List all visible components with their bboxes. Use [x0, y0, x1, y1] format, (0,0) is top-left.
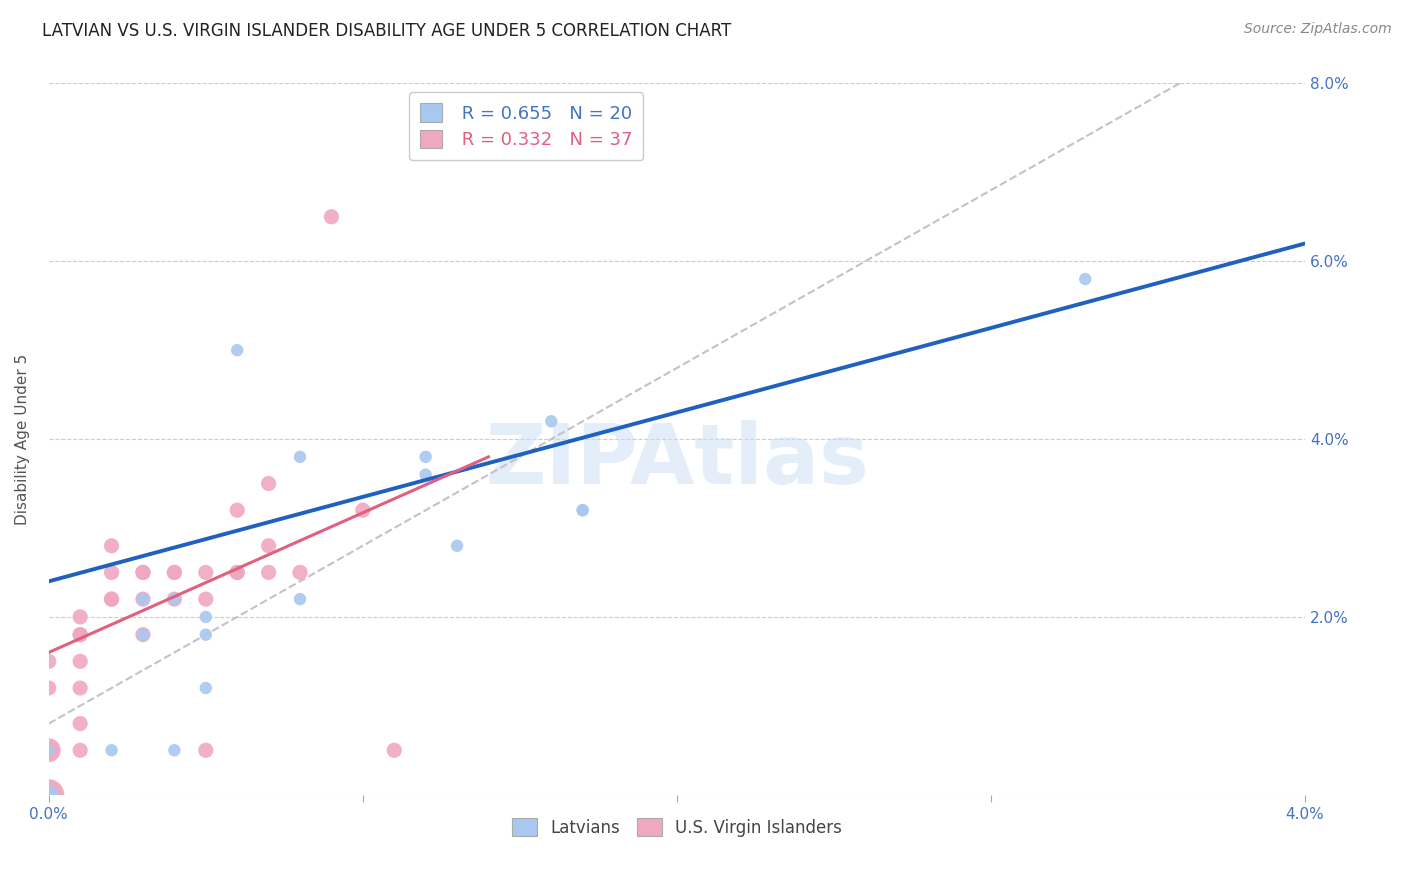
Point: [226, 566, 249, 580]
Point: [69, 743, 91, 757]
Point: [38, 788, 60, 802]
Point: [132, 566, 155, 580]
Point: [257, 476, 280, 491]
Point: [226, 343, 249, 358]
Point: [69, 628, 91, 642]
Point: [100, 566, 122, 580]
Point: [321, 210, 343, 224]
Point: [194, 628, 217, 642]
Text: LATVIAN VS U.S. VIRGIN ISLANDER DISABILITY AGE UNDER 5 CORRELATION CHART: LATVIAN VS U.S. VIRGIN ISLANDER DISABILI…: [42, 22, 731, 40]
Point: [194, 592, 217, 607]
Text: ZIPAtlas: ZIPAtlas: [485, 420, 869, 501]
Point: [69, 681, 91, 695]
Point: [352, 503, 374, 517]
Point: [194, 566, 217, 580]
Point: [571, 503, 593, 517]
Point: [257, 566, 280, 580]
Point: [100, 592, 122, 607]
Point: [132, 566, 155, 580]
Point: [38, 681, 60, 695]
Point: [100, 592, 122, 607]
Point: [100, 539, 122, 553]
Point: [69, 654, 91, 668]
Point: [288, 566, 311, 580]
Legend: Latvians, U.S. Virgin Islanders: Latvians, U.S. Virgin Islanders: [505, 812, 849, 843]
Point: [540, 414, 562, 428]
Point: [38, 743, 60, 757]
Point: [163, 592, 186, 607]
Point: [69, 716, 91, 731]
Point: [163, 566, 186, 580]
Point: [38, 788, 60, 802]
Point: [415, 450, 437, 464]
Text: Source: ZipAtlas.com: Source: ZipAtlas.com: [1244, 22, 1392, 37]
Point: [194, 743, 217, 757]
Point: [571, 503, 593, 517]
Point: [226, 503, 249, 517]
Point: [288, 450, 311, 464]
Point: [38, 743, 60, 757]
Point: [226, 566, 249, 580]
Point: [38, 654, 60, 668]
Point: [163, 592, 186, 607]
Point: [163, 566, 186, 580]
Point: [446, 539, 468, 553]
Point: [38, 788, 60, 802]
Point: [38, 743, 60, 757]
Point: [257, 539, 280, 553]
Point: [100, 743, 122, 757]
Point: [1074, 272, 1097, 286]
Point: [194, 610, 217, 624]
Point: [382, 743, 405, 757]
Point: [415, 467, 437, 482]
Point: [69, 610, 91, 624]
Point: [194, 681, 217, 695]
Point: [132, 628, 155, 642]
Point: [132, 592, 155, 607]
Point: [132, 628, 155, 642]
Y-axis label: Disability Age Under 5: Disability Age Under 5: [15, 353, 30, 524]
Point: [163, 743, 186, 757]
Point: [132, 592, 155, 607]
Point: [288, 592, 311, 607]
Point: [69, 628, 91, 642]
